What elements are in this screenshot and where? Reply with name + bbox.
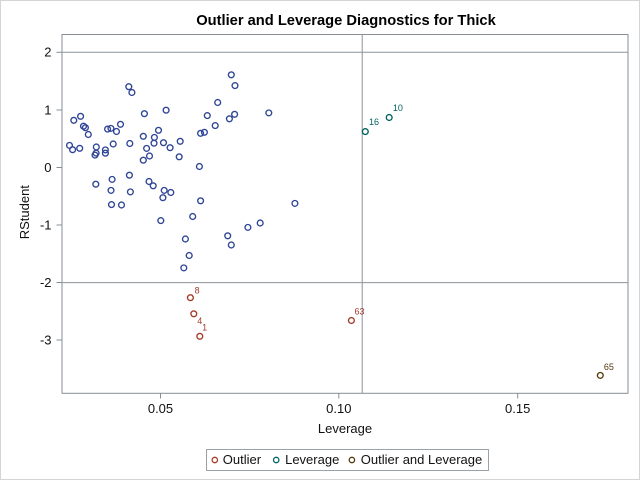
svg-text:-3: -3 xyxy=(40,332,52,347)
svg-text:-2: -2 xyxy=(40,275,52,290)
svg-text:10: 10 xyxy=(393,103,403,113)
svg-text:8: 8 xyxy=(195,286,200,296)
svg-text:Outlier: Outlier xyxy=(223,452,262,467)
svg-text:0.05: 0.05 xyxy=(148,401,173,416)
svg-text:Outlier and Leverage Diagnosti: Outlier and Leverage Diagnostics for Thi… xyxy=(196,13,496,29)
svg-text:0: 0 xyxy=(44,160,51,175)
svg-text:1: 1 xyxy=(202,322,207,332)
svg-text:0.15: 0.15 xyxy=(505,401,530,416)
svg-text:65: 65 xyxy=(604,362,614,372)
svg-text:Leverage: Leverage xyxy=(318,421,372,436)
svg-text:Outlier and Leverage: Outlier and Leverage xyxy=(361,452,482,467)
svg-text:Leverage: Leverage xyxy=(285,452,339,467)
svg-text:2: 2 xyxy=(44,45,51,60)
svg-text:0.10: 0.10 xyxy=(326,401,351,416)
svg-text:-1: -1 xyxy=(40,217,52,232)
svg-text:16: 16 xyxy=(369,117,379,127)
svg-text:63: 63 xyxy=(355,307,365,317)
svg-text:4: 4 xyxy=(197,316,202,326)
svg-text:1: 1 xyxy=(44,102,51,117)
svg-text:RStudent: RStudent xyxy=(17,185,32,240)
